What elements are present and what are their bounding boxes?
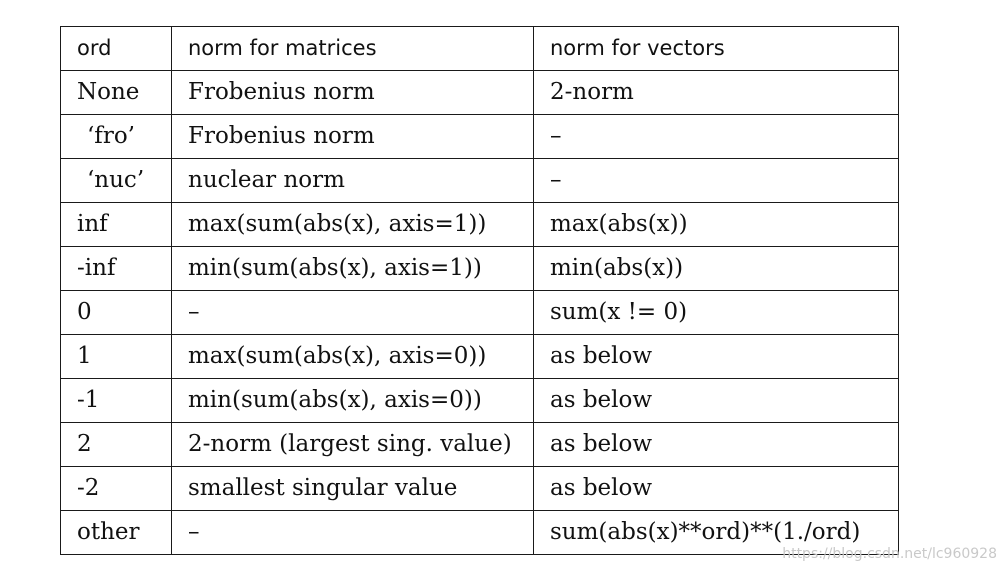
- ord-cell: -2: [60, 466, 172, 511]
- header-norm-for-matrices: norm for matrices: [171, 26, 534, 71]
- table-row: -1 min(sum(abs(x), axis=0)) as below: [60, 378, 899, 423]
- vector-norm-cell: 2-norm: [533, 70, 899, 115]
- matrix-norm-cell: –: [171, 290, 534, 335]
- ord-cell: 1: [60, 334, 172, 379]
- header-norm-for-vectors: norm for vectors: [533, 26, 899, 71]
- table-row: inf max(sum(abs(x), axis=1)) max(abs(x)): [60, 202, 899, 247]
- ord-cell: ‘nuc’: [60, 158, 172, 203]
- ord-cell: -inf: [60, 246, 172, 291]
- ord-cell: inf: [60, 202, 172, 247]
- table-row: ‘fro’ Frobenius norm –: [60, 114, 899, 159]
- vector-norm-cell: as below: [533, 466, 899, 511]
- watermark-url: https://blog.csdn.net/lc960928: [782, 546, 997, 562]
- matrix-norm-cell: Frobenius norm: [171, 70, 534, 115]
- ord-cell: ‘fro’: [60, 114, 172, 159]
- matrix-norm-cell: 2-norm (largest sing. value): [171, 422, 534, 467]
- vector-norm-cell: sum(abs(x)**ord)**(1./ord): [533, 510, 899, 555]
- matrix-norm-cell: max(sum(abs(x), axis=1)): [171, 202, 534, 247]
- vector-norm-cell: min(abs(x)): [533, 246, 899, 291]
- table-row: None Frobenius norm 2-norm: [60, 70, 899, 115]
- matrix-norm-cell: smallest singular value: [171, 466, 534, 511]
- ord-cell: other: [60, 510, 172, 555]
- norm-table: ord norm for matrices norm for vectors N…: [60, 26, 899, 555]
- vector-norm-cell: –: [533, 158, 899, 203]
- table-row: -inf min(sum(abs(x), axis=1)) min(abs(x)…: [60, 246, 899, 291]
- header-row: ord norm for matrices norm for vectors: [60, 26, 899, 71]
- table-row: other – sum(abs(x)**ord)**(1./ord): [60, 510, 899, 555]
- matrix-norm-cell: –: [171, 510, 534, 555]
- matrix-norm-cell: min(sum(abs(x), axis=0)): [171, 378, 534, 423]
- ord-cell: None: [60, 70, 172, 115]
- matrix-norm-cell: nuclear norm: [171, 158, 534, 203]
- vector-norm-cell: max(abs(x)): [533, 202, 899, 247]
- vector-norm-cell: as below: [533, 334, 899, 379]
- matrix-norm-cell: max(sum(abs(x), axis=0)): [171, 334, 534, 379]
- table-row: 0 – sum(x != 0): [60, 290, 899, 335]
- vector-norm-cell: as below: [533, 378, 899, 423]
- matrix-norm-cell: min(sum(abs(x), axis=1)): [171, 246, 534, 291]
- header-ord: ord: [60, 26, 172, 71]
- ord-cell: 0: [60, 290, 172, 335]
- table-row: ‘nuc’ nuclear norm –: [60, 158, 899, 203]
- table-row: 2 2-norm (largest sing. value) as below: [60, 422, 899, 467]
- ord-cell: 2: [60, 422, 172, 467]
- vector-norm-cell: as below: [533, 422, 899, 467]
- matrix-norm-cell: Frobenius norm: [171, 114, 534, 159]
- table-row: -2 smallest singular value as below: [60, 466, 899, 511]
- ord-cell: -1: [60, 378, 172, 423]
- vector-norm-cell: –: [533, 114, 899, 159]
- vector-norm-cell: sum(x != 0): [533, 290, 899, 335]
- table-row: 1 max(sum(abs(x), axis=0)) as below: [60, 334, 899, 379]
